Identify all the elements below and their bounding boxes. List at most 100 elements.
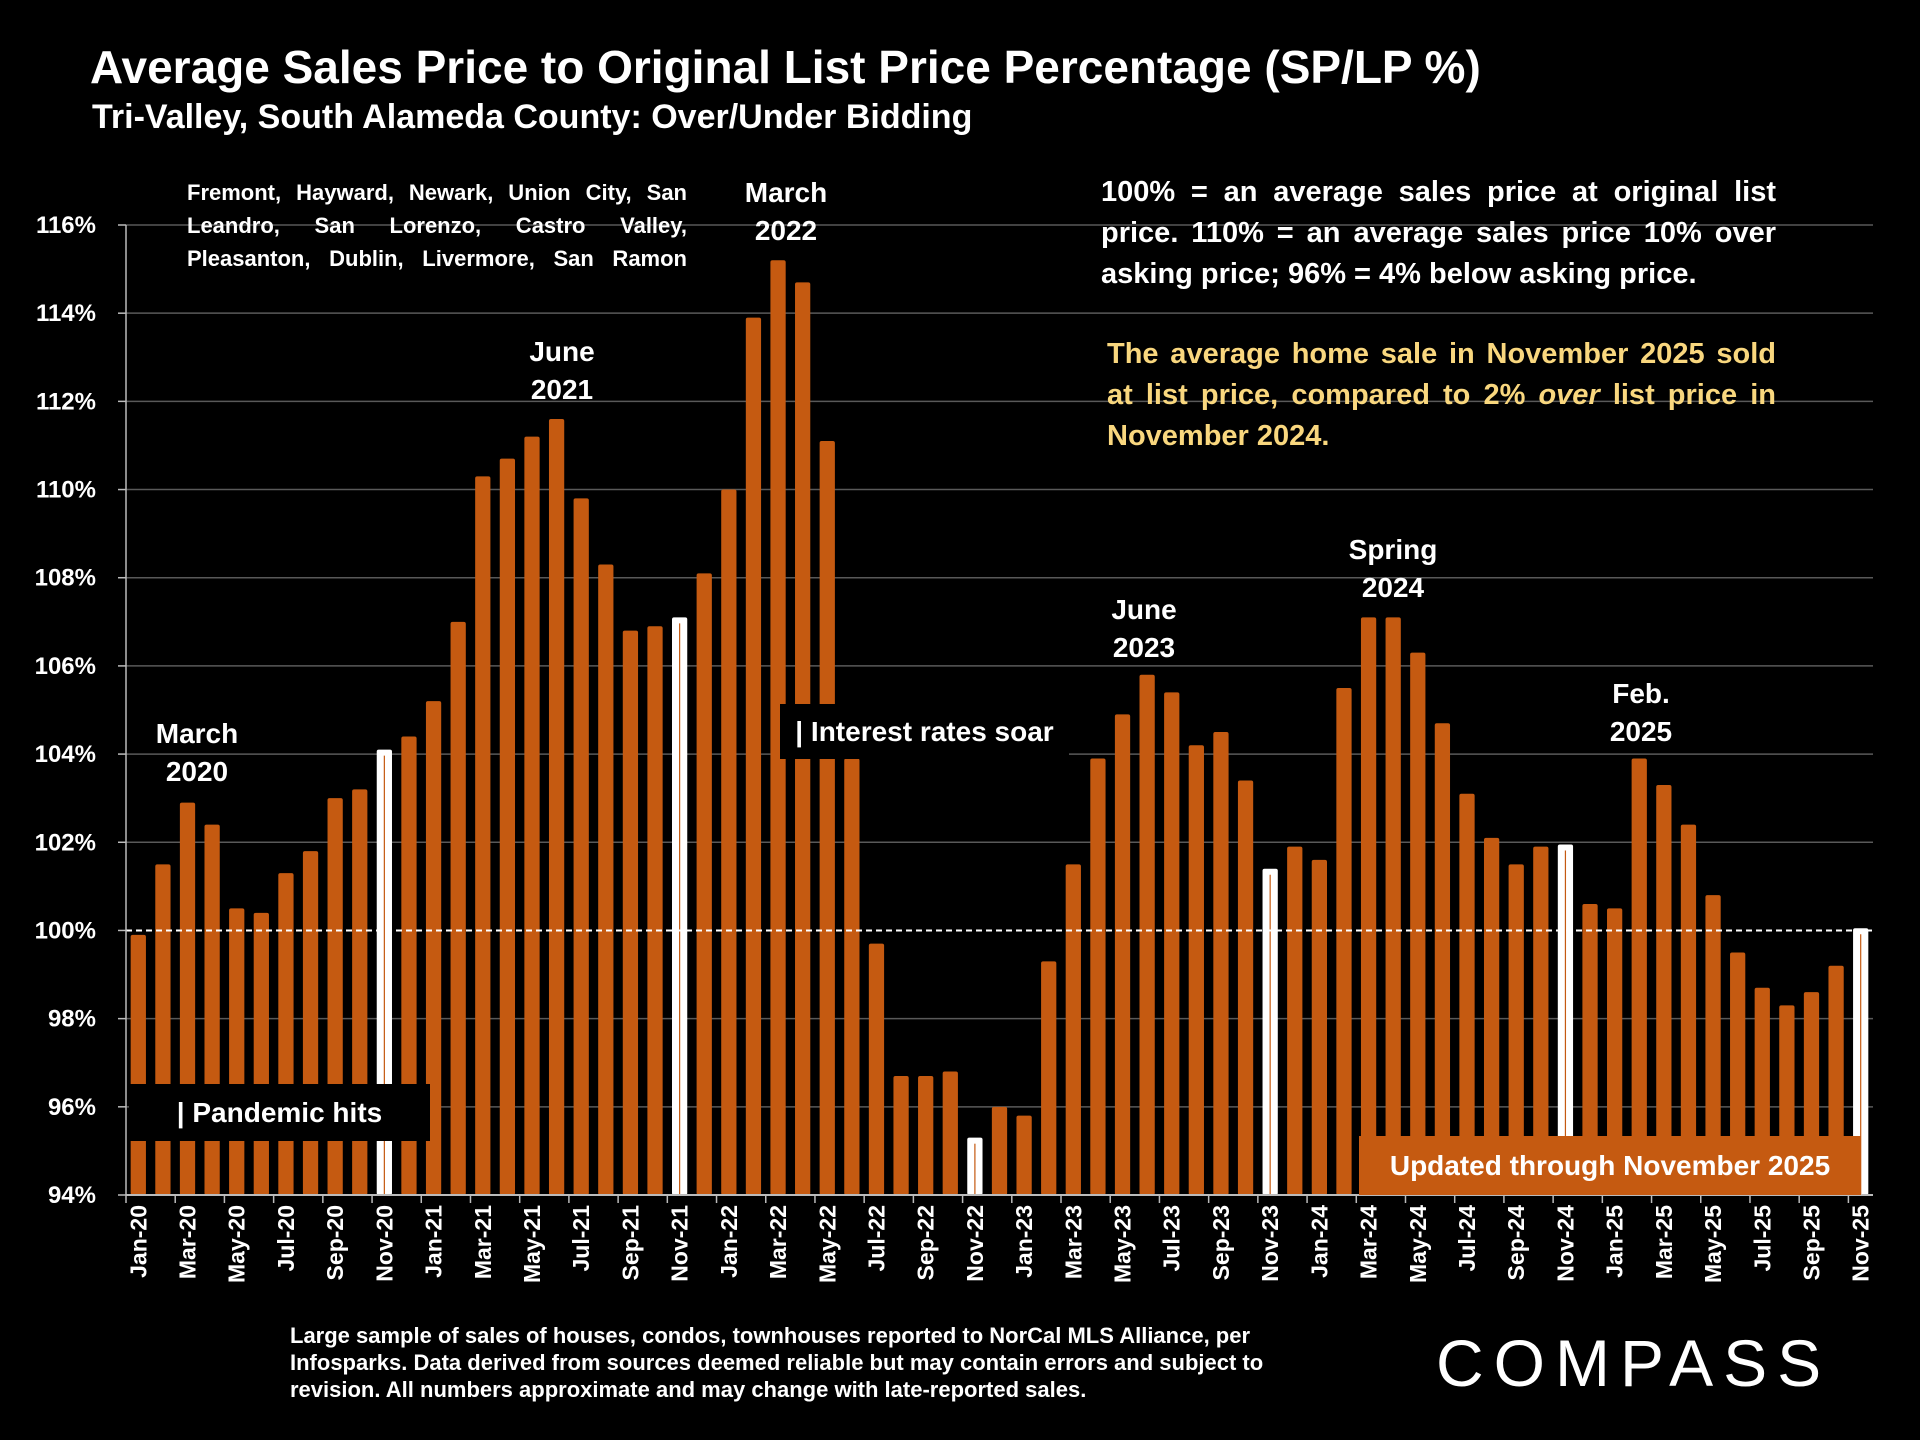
bar [1237, 780, 1254, 1195]
bar [991, 1106, 1008, 1195]
x-tick-label: Jul-25 [1749, 1205, 1775, 1272]
x-tick-label: Jul-23 [1159, 1205, 1185, 1271]
bar [475, 476, 491, 1195]
updated-label: Updated through November 2025 [1359, 1136, 1861, 1195]
bar [721, 489, 737, 1196]
bar [155, 864, 171, 1195]
bar [1656, 784, 1672, 1195]
x-tick-label: Jan-23 [1011, 1205, 1037, 1278]
x-tick-label: Mar-20 [175, 1205, 201, 1279]
y-tick-label: 112% [36, 388, 96, 415]
bar [130, 934, 146, 1195]
summary-text-a: The average home sale in November 2025 s… [1107, 338, 1776, 411]
x-tick-label: Jan-24 [1306, 1205, 1332, 1278]
x-tick-label: Sep-24 [1503, 1205, 1529, 1281]
x-tick-label: May-24 [1405, 1205, 1431, 1283]
chart-title: Average Sales Price to Original List Pri… [90, 41, 1481, 93]
bar [450, 621, 466, 1195]
bar [302, 851, 319, 1195]
y-tick-label: 94% [48, 1182, 96, 1209]
x-tick-label: Mar-23 [1060, 1205, 1086, 1279]
x-tick-label: May-20 [224, 1205, 250, 1283]
annotation-march-2020: March 2020 [155, 718, 239, 787]
y-tick-label: 108% [35, 565, 96, 592]
bar [524, 436, 540, 1195]
annotation-feb-2025: Feb. 2025 [1609, 678, 1673, 747]
x-tick-label: Sep-21 [617, 1205, 643, 1281]
summary-note: The average home sale in November 2025 s… [1107, 334, 1776, 457]
summary-text-b: list price in November 2024. [1107, 379, 1776, 452]
y-tick-label: 102% [35, 829, 96, 856]
explanation-note: 100% = an average sales price at origina… [1101, 176, 1776, 290]
x-tick-label: Mar-22 [765, 1205, 791, 1279]
x-tick-label: Jul-20 [273, 1205, 299, 1271]
bar [1213, 732, 1229, 1195]
y-tick-label: 110% [36, 477, 96, 504]
bar [1508, 864, 1524, 1195]
bar [1533, 846, 1549, 1195]
bar [1680, 824, 1697, 1195]
pandemic-label: | Pandemic hits [129, 1084, 430, 1141]
x-tick-label: Nov-23 [1257, 1205, 1283, 1282]
bar [229, 908, 245, 1195]
bar [647, 626, 663, 1195]
x-tick-label: Mar-24 [1356, 1205, 1382, 1279]
compass-logo: COMPASS [1436, 1326, 1832, 1400]
y-tick-label: 98% [48, 1006, 96, 1033]
y-tick-label: 96% [48, 1094, 96, 1121]
x-tick-label: Sep-25 [1798, 1205, 1824, 1281]
x-tick-label: Nov-24 [1552, 1205, 1578, 1282]
x-tick-label: May-23 [1110, 1205, 1136, 1283]
bar [1705, 895, 1721, 1195]
bar [573, 498, 589, 1195]
x-tick-label: Jul-21 [568, 1205, 594, 1272]
bar [622, 630, 639, 1195]
footnote: Large sample of sales of houses, condos,… [290, 1323, 1264, 1402]
bar [278, 873, 294, 1195]
summary-emphasis: over [1538, 379, 1600, 411]
x-tick-label: Jan-21 [421, 1205, 447, 1278]
bar [942, 1071, 958, 1195]
bar [893, 1075, 909, 1195]
x-tick-label: Jan-25 [1602, 1205, 1628, 1278]
bar [1360, 617, 1377, 1195]
annotation-june-2023: June 2023 [1111, 594, 1177, 663]
x-tick-label: Sep-22 [913, 1205, 939, 1280]
bar [696, 573, 712, 1195]
x-tick-label: Nov-22 [962, 1205, 988, 1282]
x-tick-label: Mar-21 [470, 1205, 496, 1279]
bar [598, 564, 614, 1195]
bar [770, 260, 786, 1196]
x-tick-label: May-25 [1700, 1205, 1726, 1283]
cities-list: Fremont, Hayward, Newark, Union City, Sa… [187, 180, 687, 271]
x-tick-label: Jan-22 [716, 1205, 742, 1278]
bar [1065, 864, 1081, 1195]
y-tick-label: 114% [36, 300, 96, 327]
bar [1336, 687, 1352, 1195]
bar [1016, 1115, 1032, 1195]
bar [1041, 961, 1057, 1195]
bar [425, 701, 442, 1195]
annotation-march-2022: March 2022 [744, 177, 828, 246]
bar [1114, 714, 1131, 1195]
bar [499, 458, 516, 1195]
annotation-spring-2024: Spring 2024 [1348, 534, 1438, 603]
bar [1434, 723, 1451, 1195]
x-tick-label: Nov-21 [667, 1205, 693, 1282]
bar [401, 736, 417, 1195]
bar [548, 419, 565, 1195]
bar [1385, 617, 1401, 1195]
x-tick-label: Jul-24 [1454, 1205, 1480, 1272]
interest-rates-label: | Interest rates soar [780, 704, 1069, 759]
x-tick-label: Sep-23 [1208, 1205, 1234, 1280]
x-tick-label: Mar-25 [1651, 1205, 1677, 1279]
y-tick-label: 106% [35, 653, 96, 680]
bar [1139, 674, 1155, 1195]
x-tick-label: May-22 [814, 1205, 840, 1283]
y-tick-label: 100% [35, 917, 96, 944]
bar [844, 758, 860, 1195]
x-tick-label: Jul-22 [863, 1205, 889, 1271]
bar [1287, 846, 1303, 1195]
bar [1607, 908, 1623, 1195]
